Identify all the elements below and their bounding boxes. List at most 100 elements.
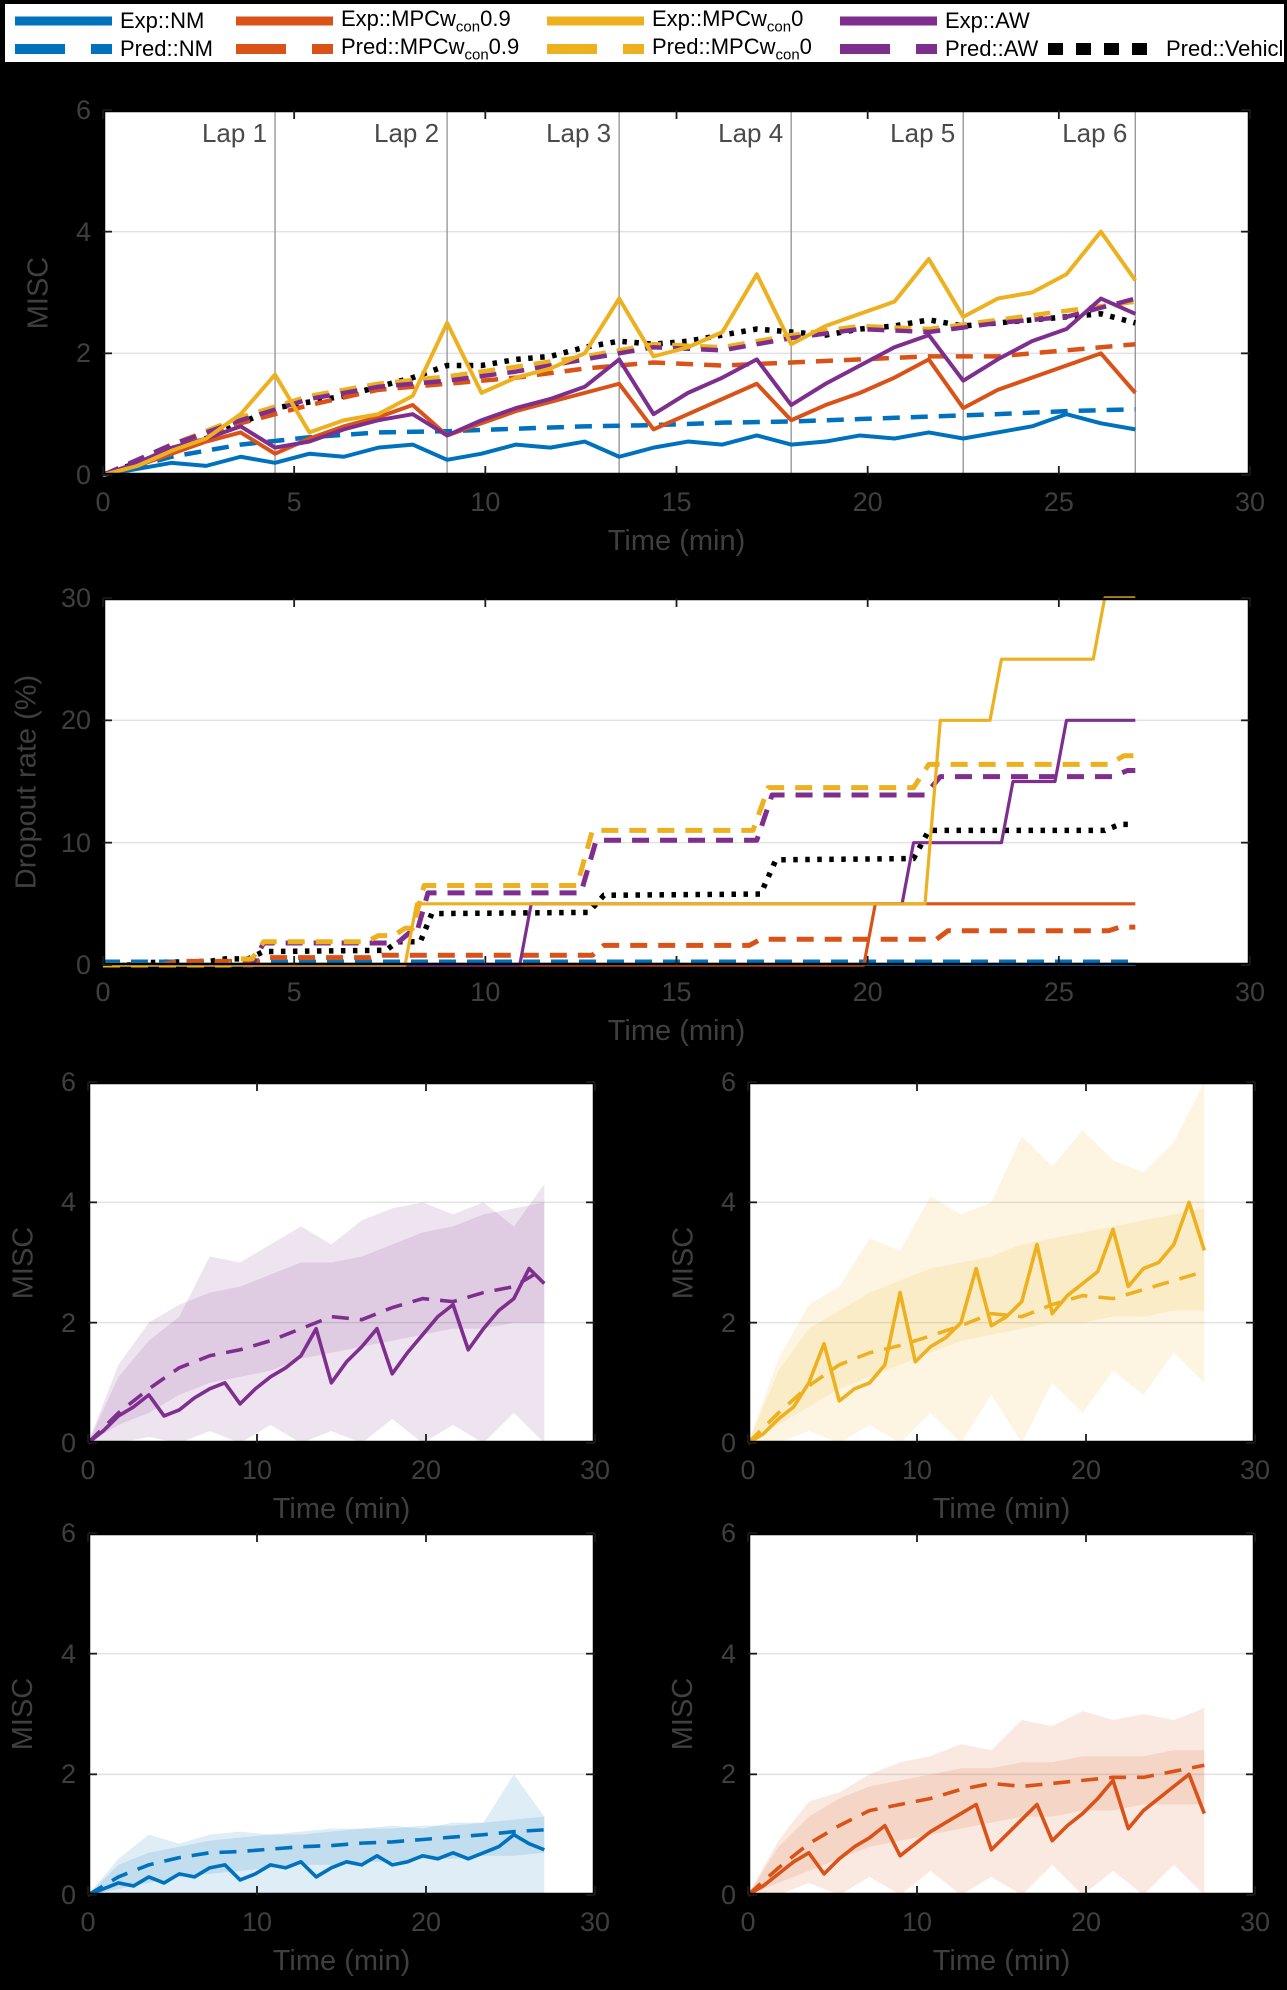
series-pred_aw bbox=[102, 296, 1136, 478]
series-drop_pred_mpc09 bbox=[103, 924, 1136, 968]
series-drop_pred_mpc0 bbox=[103, 753, 1136, 968]
y-tick-label-0: 0 bbox=[75, 460, 91, 490]
x-tick-label-0: 0 bbox=[740, 1455, 756, 1485]
x-tick-label-30: 30 bbox=[1234, 487, 1266, 517]
band-mpc09_pred bbox=[748, 1750, 1205, 1895]
x-tick-label-0: 0 bbox=[740, 1907, 756, 1937]
x-axis-label: Time (min) bbox=[272, 1945, 411, 1977]
x-tick-label-10: 10 bbox=[470, 487, 501, 517]
legend-label: Pred::MPCwcon0 bbox=[652, 34, 812, 64]
lap-label-2: Lap 2 bbox=[374, 118, 440, 148]
misc-mpcwcon09-chart: 0 10 20 30 0 2 4 6 Time (min) MISC bbox=[667, 1518, 1270, 1977]
x-tick-label-10: 10 bbox=[901, 1455, 933, 1485]
x-tick-label-30: 30 bbox=[579, 1455, 611, 1485]
legend-item-pred-aw: Pred::AW bbox=[840, 36, 1038, 62]
x-tick-label-20: 20 bbox=[852, 487, 883, 517]
y-tick-label-6: 6 bbox=[60, 1067, 76, 1097]
y-tick-label-4: 4 bbox=[60, 1638, 76, 1669]
legend-item-exp-mpcw0: Exp::MPCwcon0 bbox=[547, 6, 803, 36]
y-tick-label-6: 6 bbox=[720, 1067, 736, 1097]
legend-solid-line-swatch-icon bbox=[15, 16, 112, 26]
x-tick-label-10: 10 bbox=[901, 1907, 933, 1937]
y-tick-label-2: 2 bbox=[60, 1759, 76, 1790]
misc-aw-chart: 0 10 20 30 0 2 4 6 Time (min) MISC bbox=[7, 1067, 610, 1525]
x-tick-label-5: 5 bbox=[286, 487, 302, 517]
aw-plot-svg bbox=[86, 1081, 596, 1445]
series-pred_nm bbox=[102, 407, 1136, 478]
series-exp_nm bbox=[87, 1832, 545, 1897]
legend-label: Pred::Vehicle bbox=[1166, 36, 1287, 61]
band-nm_exp bbox=[88, 1774, 545, 1895]
legend: Exp::NM Exp::MPCwcon0.9 Exp::MPCwcon0 Exp::… bbox=[3, 2, 1287, 64]
misc-overview-chart: Lap 1 Lap 2 Lap 3 Lap 4 Lap 5 Lap 6 0 5 10 15 20 25… bbox=[22, 95, 1265, 557]
band-mpc09_exp bbox=[748, 1707, 1205, 1895]
y-axis-label: MISC bbox=[7, 1226, 39, 1299]
y-tick-label-2: 2 bbox=[720, 1759, 736, 1790]
axes-box bbox=[747, 1532, 1256, 1896]
series-pred_mpc0 bbox=[746, 1269, 1205, 1445]
x-tick-label-20: 20 bbox=[852, 977, 883, 1007]
x-tick-label-10: 10 bbox=[241, 1907, 273, 1937]
band-nm_pred bbox=[88, 1816, 545, 1895]
x-tick-label-25: 25 bbox=[1043, 977, 1074, 1007]
series-drop_exp_mpc09 bbox=[103, 902, 1136, 967]
mpc0-plot-svg bbox=[746, 1081, 1256, 1445]
dropout-rate-chart: 0 5 10 15 20 25 30 0 10 20 30 Time (min) Dropout rat… bbox=[10, 583, 1265, 1047]
x-axis-label: Time (min) bbox=[607, 525, 746, 557]
series-drop_exp_mpc0 bbox=[103, 596, 1136, 967]
lap-label-4: Lap 4 bbox=[718, 118, 784, 148]
y-tick-label-30: 30 bbox=[60, 583, 91, 613]
y-axis-label: MISC bbox=[22, 256, 54, 329]
series-drop_pred_aw bbox=[103, 767, 1136, 968]
y-tick-label-2: 2 bbox=[75, 338, 91, 369]
legend-solid-line-swatch-icon bbox=[840, 16, 937, 26]
legend-label: Exp::MPCwcon0.9 bbox=[341, 6, 511, 36]
legend-label: Pred::MPCwcon0.9 bbox=[341, 34, 520, 64]
series-exp_nm bbox=[102, 412, 1136, 477]
x-tick-label-0: 0 bbox=[95, 977, 111, 1007]
legend-solid-line-swatch-icon bbox=[236, 16, 333, 26]
lap-label-1: Lap 1 bbox=[201, 118, 268, 148]
lap-label-5: Lap 5 bbox=[890, 118, 956, 148]
series-pred_aw bbox=[86, 1266, 546, 1445]
y-tick-label-4: 4 bbox=[720, 1638, 736, 1669]
x-axis-label: Time (min) bbox=[607, 1015, 746, 1047]
x-axis-label: Time (min) bbox=[932, 1493, 1071, 1525]
x-tick-label-30: 30 bbox=[579, 1907, 611, 1937]
legend-item-pred-vehicle: Pred::Vehicle bbox=[1048, 36, 1287, 62]
series-pred_mpc09 bbox=[102, 341, 1136, 478]
legend-label: Exp::AW bbox=[945, 8, 1030, 33]
y-axis-label: MISC bbox=[667, 1677, 699, 1751]
x-tick-label-15: 15 bbox=[661, 977, 692, 1007]
x-tick-label-30: 30 bbox=[1239, 1907, 1271, 1937]
x-tick-label-5: 5 bbox=[286, 977, 302, 1007]
series-pred_mpc09 bbox=[746, 1763, 1205, 1897]
y-tick-label-6: 6 bbox=[720, 1518, 736, 1548]
misc-nm-chart: 0 10 20 30 0 2 4 6 Time (min) MISC bbox=[7, 1518, 610, 1977]
y-axis-label: Dropout rate (%) bbox=[10, 674, 42, 889]
misc-mpcwcon0-chart: 0 10 20 30 0 2 4 6 Time (min) MISC bbox=[667, 1067, 1270, 1525]
y-tick-label-4: 4 bbox=[75, 216, 91, 247]
x-tick-label-0: 0 bbox=[80, 1907, 96, 1937]
y-tick-label-0: 0 bbox=[75, 950, 91, 980]
legend-dashed-line-swatch-icon bbox=[547, 44, 644, 54]
misc-all-plot-svg bbox=[102, 109, 1251, 478]
x-tick-label-0: 0 bbox=[80, 1455, 96, 1485]
lap-label-3: Lap 3 bbox=[546, 118, 612, 148]
series-exp_mpc0 bbox=[747, 1200, 1207, 1445]
legend-item-pred-mpcw0.9: Pred::MPCwcon0.9 bbox=[236, 34, 520, 64]
lap-label-6: Lap 6 bbox=[1062, 118, 1128, 148]
x-tick-label-0: 0 bbox=[95, 487, 111, 517]
dropout-plot-svg bbox=[102, 596, 1251, 968]
y-tick-label-0: 0 bbox=[720, 1880, 736, 1910]
legend-item-pred-mpcw0: Pred::MPCwcon0 bbox=[547, 34, 812, 64]
y-axis-label: MISC bbox=[7, 1677, 39, 1751]
y-tick-label-6: 6 bbox=[60, 1518, 76, 1548]
band-mpc0_exp bbox=[748, 1082, 1205, 1443]
series-exp_aw bbox=[86, 1266, 546, 1445]
x-tick-label-20: 20 bbox=[1070, 1455, 1102, 1485]
legend-item-pred-nm: Pred::NM bbox=[15, 36, 213, 62]
legend-dashed-line-swatch-icon bbox=[15, 44, 112, 54]
y-tick-label-0: 0 bbox=[60, 1428, 76, 1458]
